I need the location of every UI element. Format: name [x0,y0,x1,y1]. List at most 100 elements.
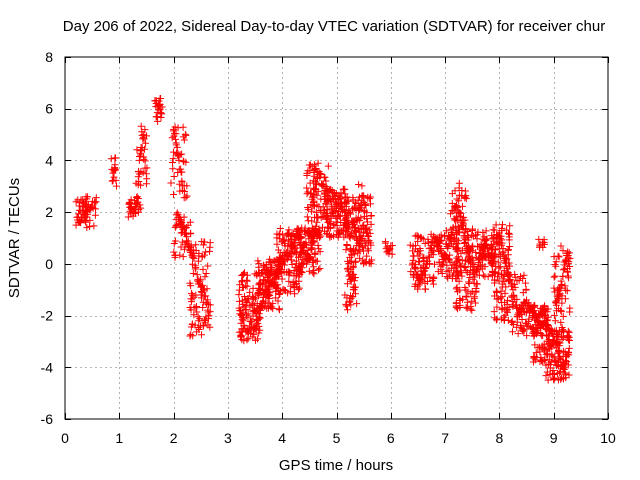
data-point [345,298,353,306]
data-point [280,286,288,294]
data-point [558,299,566,307]
data-point [508,317,516,325]
data-point [92,194,100,202]
data-point [135,177,143,185]
data-point [442,251,450,259]
data-point [351,198,359,206]
data-point [559,266,567,274]
data-point [200,322,208,330]
data-point [286,269,294,277]
data-point [310,266,318,274]
data-point [461,284,469,292]
x-tick-label: 7 [441,430,449,446]
data-point [340,233,348,241]
data-point [449,272,457,280]
data-point [154,117,162,125]
data-point [467,305,475,313]
data-point [317,232,325,240]
data-point [438,270,446,278]
data-point [464,228,472,236]
data-point [513,318,521,326]
data-point [133,194,141,202]
data-point [276,224,284,232]
data-point [266,301,274,309]
data-point [492,252,500,260]
data-point [455,197,463,205]
data-point [187,298,195,306]
data-point [509,302,517,310]
data-point [462,195,470,203]
data-point [250,330,258,338]
data-point [323,212,331,220]
data-point [435,258,443,266]
data-point [457,262,465,270]
data-point [502,259,510,267]
data-point [189,269,197,277]
data-point [246,318,254,326]
data-point [278,255,286,263]
data-point [256,313,264,321]
data-point [458,272,466,280]
data-point [495,232,503,240]
data-point [356,247,364,255]
data-point [446,237,454,245]
data-point [169,155,177,163]
data-point [490,257,498,265]
data-point [452,303,460,311]
data-point [475,271,483,279]
data-point [346,209,354,217]
data-point [156,94,164,102]
data-point [500,316,508,324]
data-point [508,293,516,301]
data-point [459,202,467,210]
data-point [354,225,362,233]
data-point [262,293,270,301]
data-point [519,327,527,335]
data-point [169,165,177,173]
data-point [498,241,506,249]
data-point [473,231,481,239]
data-point [475,243,483,251]
data-point [532,349,540,357]
data-point [347,245,355,253]
x-tick-label: 1 [115,430,123,446]
data-point [367,241,375,249]
data-point [125,199,133,207]
data-point [429,251,437,259]
data-point [154,102,162,110]
data-point [443,267,451,275]
data-point [310,197,318,205]
data-point [469,232,477,240]
data-point [141,145,149,153]
data-point [523,332,531,340]
data-point [367,211,375,219]
data-point [289,278,297,286]
data-point [434,242,442,250]
data-point [439,261,447,269]
data-point [303,171,311,179]
data-point [183,182,191,190]
data-point [171,123,179,131]
data-point [355,228,363,236]
data-point [194,313,202,321]
data-point [343,294,351,302]
data-point [557,318,565,326]
data-point [244,310,252,318]
data-point [415,258,423,266]
data-point [503,307,511,315]
x-tick-labels: 0 1 2 3 4 5 6 7 8 9 10 [61,430,616,446]
data-point [268,259,276,267]
data-point [240,270,248,278]
data-point [564,334,572,342]
data-point [492,221,500,229]
data-point [244,326,252,334]
data-point [305,227,313,235]
data-point [436,237,444,245]
data-point [330,189,338,197]
data-point [318,181,326,189]
data-point [456,294,464,302]
x-axis-title: GPS time / hours [279,457,393,474]
data-point [199,241,207,249]
data-point [538,344,546,352]
data-point [505,272,513,280]
